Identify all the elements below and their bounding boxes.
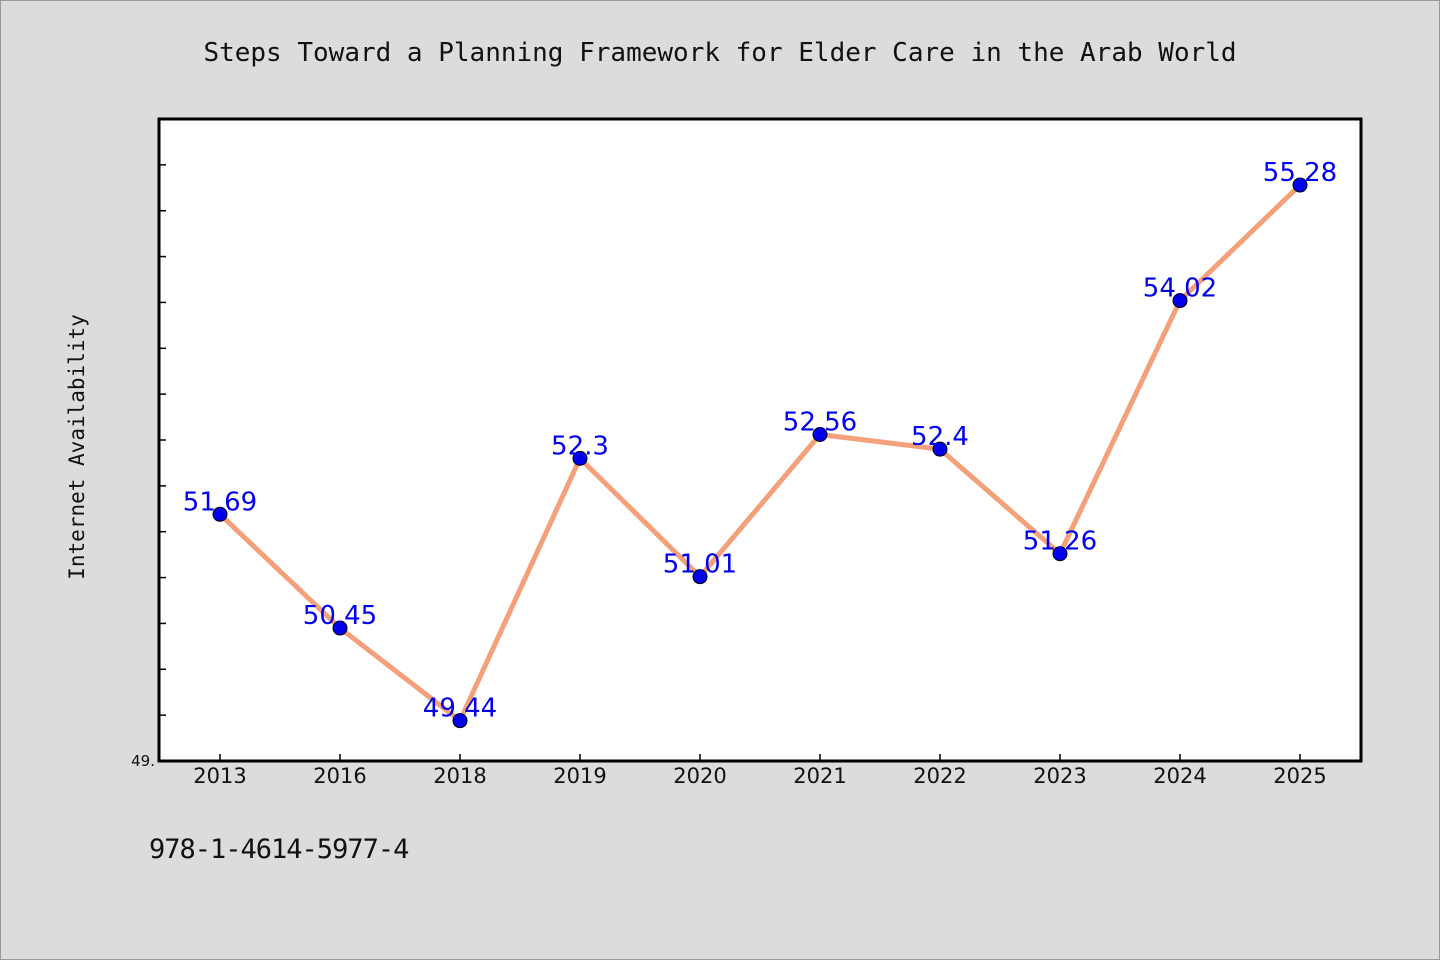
plot-border — [157, 117, 1363, 763]
x-tick-label: 2016 — [313, 764, 366, 788]
data-points-group — [212, 177, 1308, 729]
data-label: 51.26 — [1023, 527, 1097, 557]
data-point — [1052, 546, 1068, 562]
x-tick-label: 2021 — [793, 764, 846, 788]
y-tick-label: 49. — [131, 752, 155, 770]
chart-title: Steps Toward a Planning Framework for El… — [203, 38, 1236, 68]
y-axis-label: Internet Availability — [65, 314, 89, 580]
x-tick-label: 2013 — [193, 764, 246, 788]
data-label: 55.28 — [1263, 158, 1337, 188]
data-point — [812, 426, 828, 442]
x-tick-label: 2022 — [913, 764, 966, 788]
data-label: 52.56 — [783, 407, 857, 437]
series-line — [217, 182, 1303, 724]
data-label: 52.3 — [551, 431, 609, 461]
x-tick-label: 2023 — [1033, 764, 1086, 788]
x-tick-label: 2019 — [553, 764, 606, 788]
data-label: 51.69 — [183, 487, 257, 517]
data-label: 51.01 — [663, 550, 737, 580]
x-tick-label: 2025 — [1273, 764, 1326, 788]
data-label: 50.45 — [303, 601, 377, 631]
x-tick-label: 2024 — [1153, 764, 1206, 788]
series-line-group — [217, 182, 1303, 724]
data-point — [332, 620, 348, 636]
isbn-text: 978-1-4614-5977-4 — [149, 834, 409, 865]
data-point — [692, 569, 708, 585]
data-point — [1292, 177, 1308, 193]
data-point — [212, 506, 228, 522]
data-labels-group: 51.69 50.45 49.44 52.3 51.01 52.56 52.4 51.26 54… — [183, 158, 1337, 724]
data-point — [932, 441, 948, 457]
x-axis-ticks: 2013 2016 2018 2019 2020 2021 2022 2023 2024 2025 — [193, 754, 1327, 788]
data-label: 54.02 — [1143, 274, 1217, 304]
x-tick-label: 2018 — [433, 764, 486, 788]
plot-area — [159, 119, 1361, 761]
data-label: 49.44 — [423, 694, 497, 724]
data-point — [1172, 293, 1188, 309]
data-label: 52.4 — [911, 422, 969, 452]
data-point — [572, 450, 588, 466]
x-tick-label: 2020 — [673, 764, 726, 788]
data-point — [452, 713, 468, 729]
